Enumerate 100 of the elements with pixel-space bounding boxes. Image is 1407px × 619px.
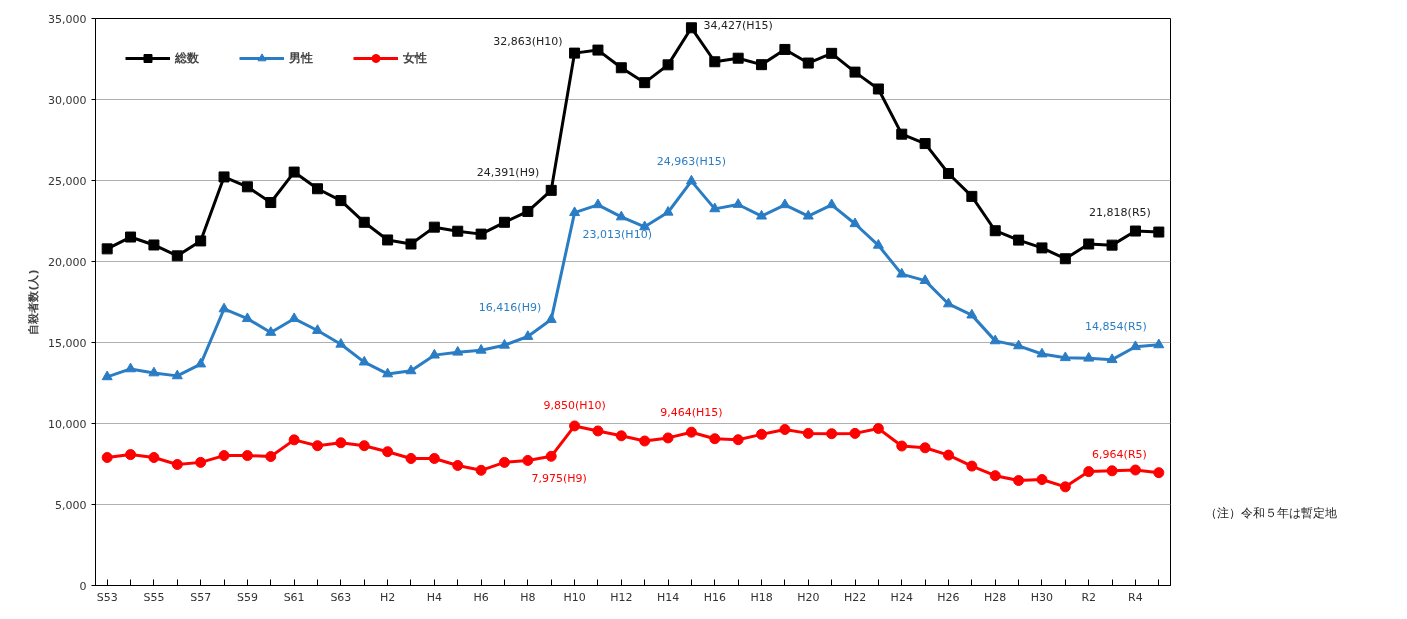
point bbox=[265, 326, 277, 336]
y-tick-label: 10,000 bbox=[48, 417, 87, 431]
point bbox=[802, 57, 814, 69]
point bbox=[826, 198, 838, 209]
point bbox=[966, 308, 978, 319]
x-tick-label: H12 bbox=[610, 590, 633, 604]
data-label: 7,975(H9) bbox=[531, 471, 587, 485]
point bbox=[756, 209, 768, 220]
point bbox=[218, 171, 230, 183]
point bbox=[826, 428, 838, 440]
point bbox=[125, 362, 137, 373]
point bbox=[1036, 474, 1048, 486]
data-label: 23,013(H10) bbox=[582, 228, 652, 242]
point bbox=[475, 464, 487, 476]
point bbox=[1153, 467, 1165, 479]
point bbox=[148, 366, 160, 377]
y-tick-label: 5,000 bbox=[55, 498, 87, 512]
point bbox=[545, 184, 557, 196]
point bbox=[942, 297, 954, 308]
point bbox=[732, 52, 744, 64]
data-label: 32,863(H10) bbox=[493, 34, 563, 48]
point bbox=[101, 243, 113, 255]
data-label: 24,963(H15) bbox=[656, 154, 727, 168]
point bbox=[756, 59, 768, 71]
point bbox=[802, 427, 814, 439]
legend-label: 女性 bbox=[403, 49, 427, 67]
point bbox=[779, 424, 791, 435]
point bbox=[1153, 338, 1165, 349]
x-tick-label: S57 bbox=[190, 590, 212, 604]
point bbox=[405, 238, 417, 250]
point bbox=[569, 420, 581, 432]
point bbox=[709, 433, 721, 445]
y-tick-label: 0 bbox=[79, 579, 87, 593]
point bbox=[335, 195, 347, 207]
x-tick-label: H10 bbox=[563, 590, 586, 604]
point bbox=[1013, 339, 1025, 350]
point bbox=[662, 205, 674, 216]
point bbox=[615, 62, 627, 74]
x-tick-label: H24 bbox=[890, 590, 913, 604]
point bbox=[101, 452, 113, 464]
data-label: 24,391(H9) bbox=[476, 165, 540, 179]
point bbox=[849, 427, 861, 439]
point bbox=[101, 370, 113, 381]
point bbox=[942, 449, 954, 461]
point bbox=[382, 367, 394, 378]
y-tick-label: 20,000 bbox=[48, 255, 87, 269]
point bbox=[452, 459, 464, 471]
y-tick-label: 30,000 bbox=[48, 93, 87, 107]
point bbox=[475, 228, 487, 240]
point bbox=[428, 221, 440, 233]
point bbox=[241, 181, 253, 193]
point bbox=[989, 470, 1001, 482]
point bbox=[428, 453, 440, 464]
point bbox=[662, 59, 674, 71]
x-tick-label: H22 bbox=[843, 590, 867, 604]
point bbox=[288, 166, 300, 178]
point bbox=[919, 138, 931, 150]
point bbox=[522, 454, 534, 466]
point bbox=[662, 432, 674, 444]
point bbox=[1129, 464, 1141, 476]
point bbox=[125, 449, 137, 461]
point bbox=[1013, 234, 1025, 246]
point bbox=[639, 77, 651, 89]
point bbox=[896, 440, 908, 452]
x-tick-label: S55 bbox=[143, 590, 165, 604]
x-tick-label: H26 bbox=[937, 590, 960, 604]
point bbox=[592, 198, 604, 209]
point bbox=[1153, 226, 1165, 238]
point bbox=[1083, 466, 1095, 478]
x-tick-label: H6 bbox=[473, 590, 489, 604]
point bbox=[498, 216, 510, 228]
x-tick-label: H8 bbox=[520, 590, 536, 604]
x-tick-label: H16 bbox=[703, 590, 726, 604]
point bbox=[685, 22, 697, 34]
point bbox=[1013, 475, 1025, 487]
data-label: 9,464(H15) bbox=[660, 405, 723, 419]
point bbox=[1129, 225, 1141, 237]
point bbox=[989, 334, 1001, 345]
y-tick-label: 15,000 bbox=[48, 336, 87, 350]
point bbox=[171, 250, 183, 262]
point bbox=[989, 225, 1001, 237]
point bbox=[569, 206, 581, 217]
data-label: 9,850(H10) bbox=[543, 399, 606, 413]
point bbox=[171, 369, 183, 380]
point bbox=[148, 239, 160, 251]
x-tick-label: S61 bbox=[283, 590, 305, 604]
point bbox=[171, 459, 183, 470]
point bbox=[382, 446, 394, 458]
point bbox=[218, 302, 230, 313]
point bbox=[358, 440, 370, 452]
point bbox=[1036, 242, 1048, 254]
point bbox=[685, 174, 697, 185]
point bbox=[592, 425, 604, 437]
point bbox=[545, 450, 557, 462]
point bbox=[265, 451, 277, 463]
point bbox=[522, 330, 534, 340]
point bbox=[1059, 253, 1071, 265]
point bbox=[1106, 239, 1118, 251]
point bbox=[966, 460, 978, 472]
point bbox=[195, 235, 207, 247]
